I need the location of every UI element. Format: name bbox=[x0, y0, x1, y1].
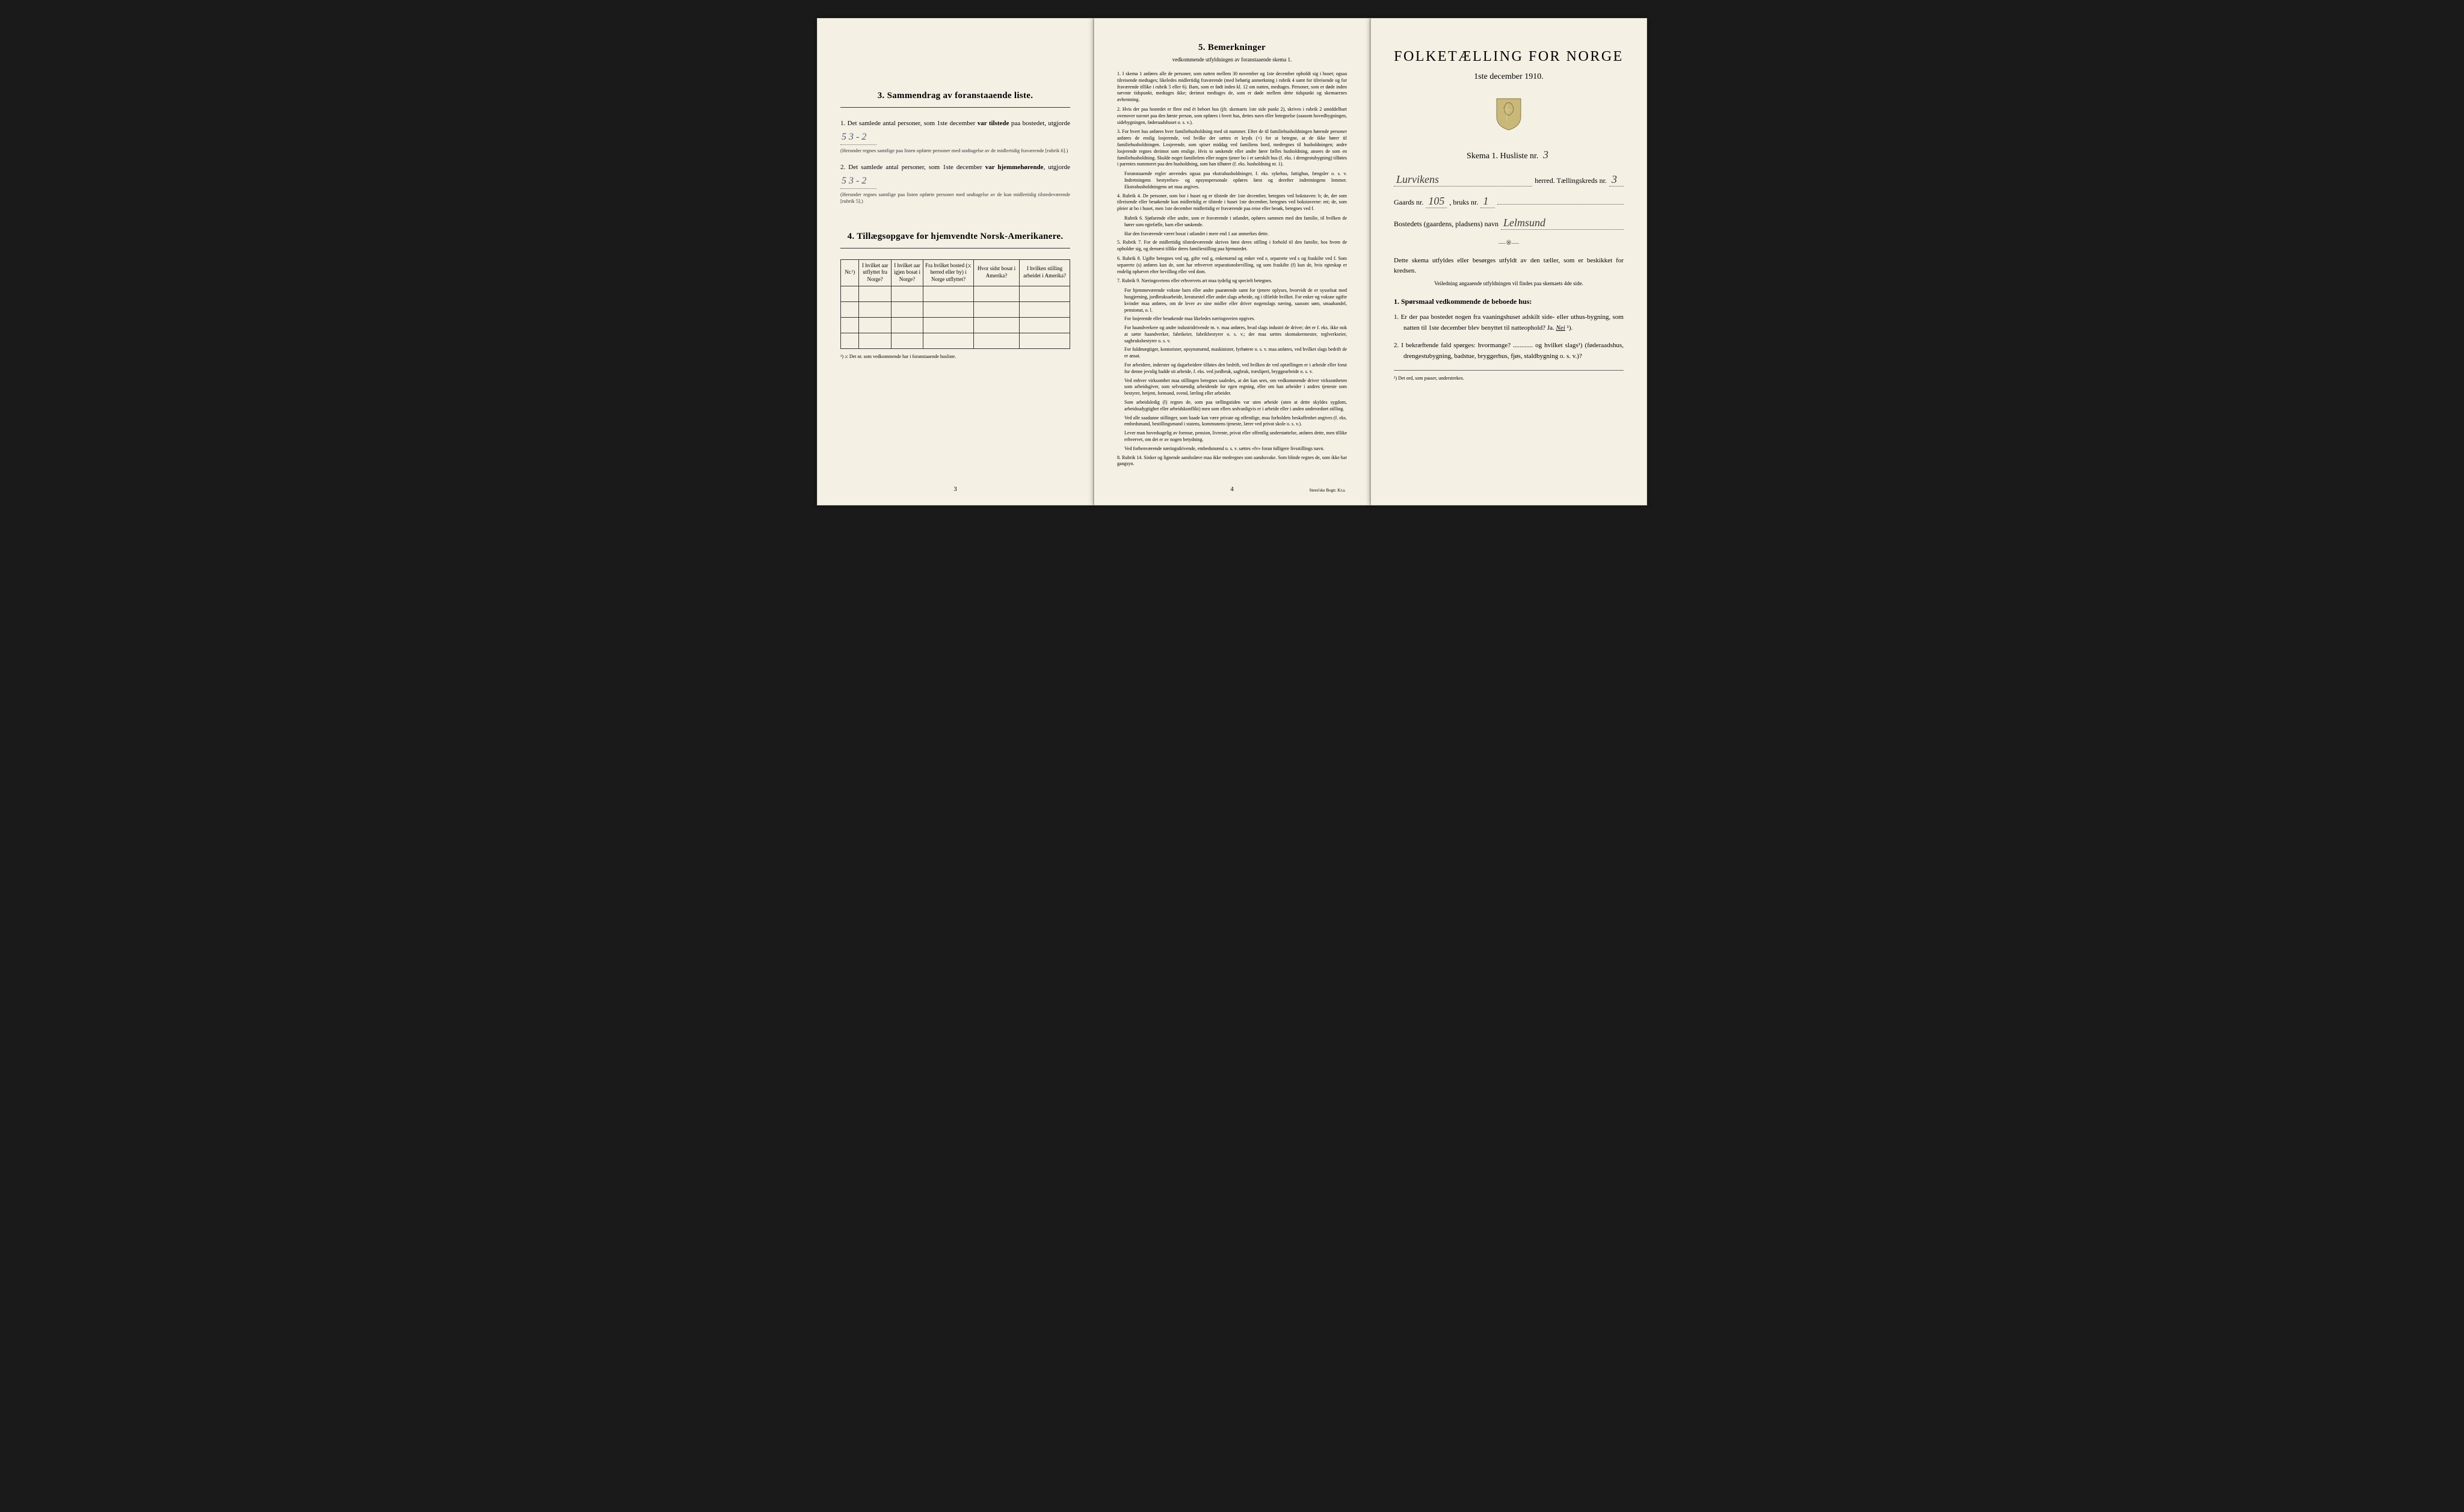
section-5-sub: vedkommende utfyldningen av foranstaaend… bbox=[1117, 57, 1347, 63]
instruction-sub: Veiledning angaaende utfyldningen vil fi… bbox=[1394, 280, 1624, 286]
gaard-value: 105 bbox=[1426, 195, 1447, 208]
page-1-cover: FOLKETÆLLING FOR NORGE 1ste december 191… bbox=[1370, 18, 1647, 505]
remark-1: 1. I skema 1 anføres alle de personer, s… bbox=[1117, 71, 1347, 103]
coat-of-arms-icon bbox=[1394, 96, 1624, 134]
remark-7g: Som arbeidsledig (l) regnes de, som paa … bbox=[1117, 400, 1347, 413]
remark-8: 8. Rubrik 14. Sinker og lignende aandssl… bbox=[1117, 455, 1347, 468]
remark-4a: Rubrik 6. Sjøfarende eller andre, som er… bbox=[1117, 215, 1347, 229]
right-footnote: ¹) Det ord, som passer, understrekes. bbox=[1394, 375, 1624, 381]
remark-4: 4. Rubrik 4. De personer, som bor i huse… bbox=[1117, 193, 1347, 212]
question-1: 1. Er der paa bostedet nogen fra vaaning… bbox=[1394, 312, 1624, 333]
item-1-note: (Herunder regnes samtlige paa listen opf… bbox=[840, 147, 1070, 154]
table-row bbox=[841, 317, 1070, 333]
remark-7j: Ved forhenværende næringsdrivende, embed… bbox=[1117, 446, 1347, 452]
remark-7: 7. Rubrik 9. Næringsveiens eller erhverv… bbox=[1117, 278, 1347, 285]
table-row bbox=[841, 333, 1070, 348]
remark-5: 5. Rubrik 7. For de midlertidig tilstede… bbox=[1117, 239, 1347, 253]
remark-7f: Ved enhver virksomhet maa stillingen bet… bbox=[1117, 378, 1347, 397]
table-row bbox=[841, 301, 1070, 317]
section-5-title: 5. Bemerkninger bbox=[1117, 43, 1347, 53]
item-2-value: 5 3 - 2 bbox=[840, 173, 876, 190]
col-fra-bosted: Fra hvilket bosted (ɔ: herred eller by) … bbox=[923, 259, 974, 286]
bruk-value: 1 bbox=[1480, 195, 1495, 208]
remark-7e: For arbeidere, inderster og dagarbeidere… bbox=[1117, 362, 1347, 375]
printer-mark: Steen'ske Bogtr. Kr.a. bbox=[1309, 488, 1346, 493]
kreds-value: 3 bbox=[1609, 173, 1624, 187]
page-number: 3 bbox=[953, 486, 957, 493]
bosted-line: Bostedets (gaardens, pladsens) navn Lelm… bbox=[1394, 217, 1624, 230]
remark-3: 3. For hvert hus anføres hver familiehus… bbox=[1117, 129, 1347, 168]
remark-4b: Har den fraværende været bosat i utlande… bbox=[1117, 231, 1347, 238]
q1-answer: Nei bbox=[1556, 324, 1565, 332]
census-date: 1ste december 1910. bbox=[1394, 72, 1624, 82]
question-2: 2. I bekræftende fald spørges: hvormange… bbox=[1394, 341, 1624, 362]
section-4-title: 4. Tillægsopgave for hjemvendte Norsk-Am… bbox=[840, 232, 1070, 242]
remark-7b: For losjerende eller besøkende maa likel… bbox=[1117, 316, 1347, 322]
instruction-text: Dette skema utfyldes eller besørges utfy… bbox=[1394, 256, 1624, 276]
divider bbox=[840, 107, 1070, 108]
norsk-amerikanere-table: Nr.¹) I hvilket aar utflyttet fra Norge?… bbox=[840, 259, 1070, 349]
document-spread: 3. Sammendrag av foranstaaende liste. 1.… bbox=[811, 12, 1653, 511]
gaard-line: Gaards nr. 105 , bruks nr. 1 bbox=[1394, 195, 1624, 208]
item-1: 1. Det samlede antal personer, som 1ste … bbox=[840, 119, 1070, 154]
skema-line: Skema 1. Husliste nr. 3 bbox=[1394, 149, 1624, 161]
remark-7h: Ved alle saadanne stillinger, som baade … bbox=[1117, 415, 1347, 428]
bosted-value: Lelmsund bbox=[1501, 217, 1624, 230]
remark-7c: For haandverkere og andre industridriven… bbox=[1117, 325, 1347, 344]
section-3-title: 3. Sammendrag av foranstaaende liste. bbox=[840, 91, 1070, 101]
remark-7d: For fuldmægtiger, kontorister, opsynsmæn… bbox=[1117, 347, 1347, 360]
remark-6: 6. Rubrik 8. Ugifte betegnes ved ug, gif… bbox=[1117, 256, 1347, 275]
question-header: 1. Spørsmaal vedkommende de beboede hus: bbox=[1394, 297, 1624, 306]
remark-3a: Foranstaaende regler anvendes ogsaa paa … bbox=[1117, 171, 1347, 190]
col-bosat: I hvilket aar igjen bosat i Norge? bbox=[891, 259, 923, 286]
page-number: 4 bbox=[1230, 486, 1234, 493]
col-utflyttet: I hvilket aar utflyttet fra Norge? bbox=[859, 259, 891, 286]
col-amerika-bosat: Hvor sidst bosat i Amerika? bbox=[973, 259, 1019, 286]
item-1-value: 5 3 - 2 bbox=[840, 129, 876, 146]
herred-line: Lurvikens herred. Tællingskreds nr. 3 bbox=[1394, 173, 1624, 187]
husliste-nr: 3 bbox=[1541, 149, 1551, 161]
remark-7i: Lever man hovedsagelig av formue, pensio… bbox=[1117, 430, 1347, 443]
page-4: 5. Bemerkninger vedkommende utfyldningen… bbox=[1094, 18, 1370, 505]
page-3: 3. Sammendrag av foranstaaende liste. 1.… bbox=[817, 18, 1094, 505]
remark-2: 2. Hvis der paa bostedet er flere end ét… bbox=[1117, 106, 1347, 126]
ornament-icon: ―※― bbox=[1394, 238, 1624, 247]
table-row bbox=[841, 286, 1070, 301]
col-nr: Nr.¹) bbox=[841, 259, 859, 286]
census-title: FOLKETÆLLING FOR NORGE bbox=[1394, 49, 1624, 65]
herred-value: Lurvikens bbox=[1394, 173, 1532, 187]
table-footnote: ¹) ɔ: Det nr. som vedkommende har i fora… bbox=[840, 354, 1070, 359]
remark-7a: For hjemmeværende voksne barn eller andr… bbox=[1117, 288, 1347, 313]
item-2-note: (Herunder regnes samtlige paa listen opf… bbox=[840, 191, 1070, 205]
divider bbox=[1394, 370, 1624, 371]
col-stilling: I hvilken stilling arbeidet i Amerika? bbox=[1020, 259, 1070, 286]
item-2: 2. Det samlede antal personer, som 1ste … bbox=[840, 162, 1070, 205]
